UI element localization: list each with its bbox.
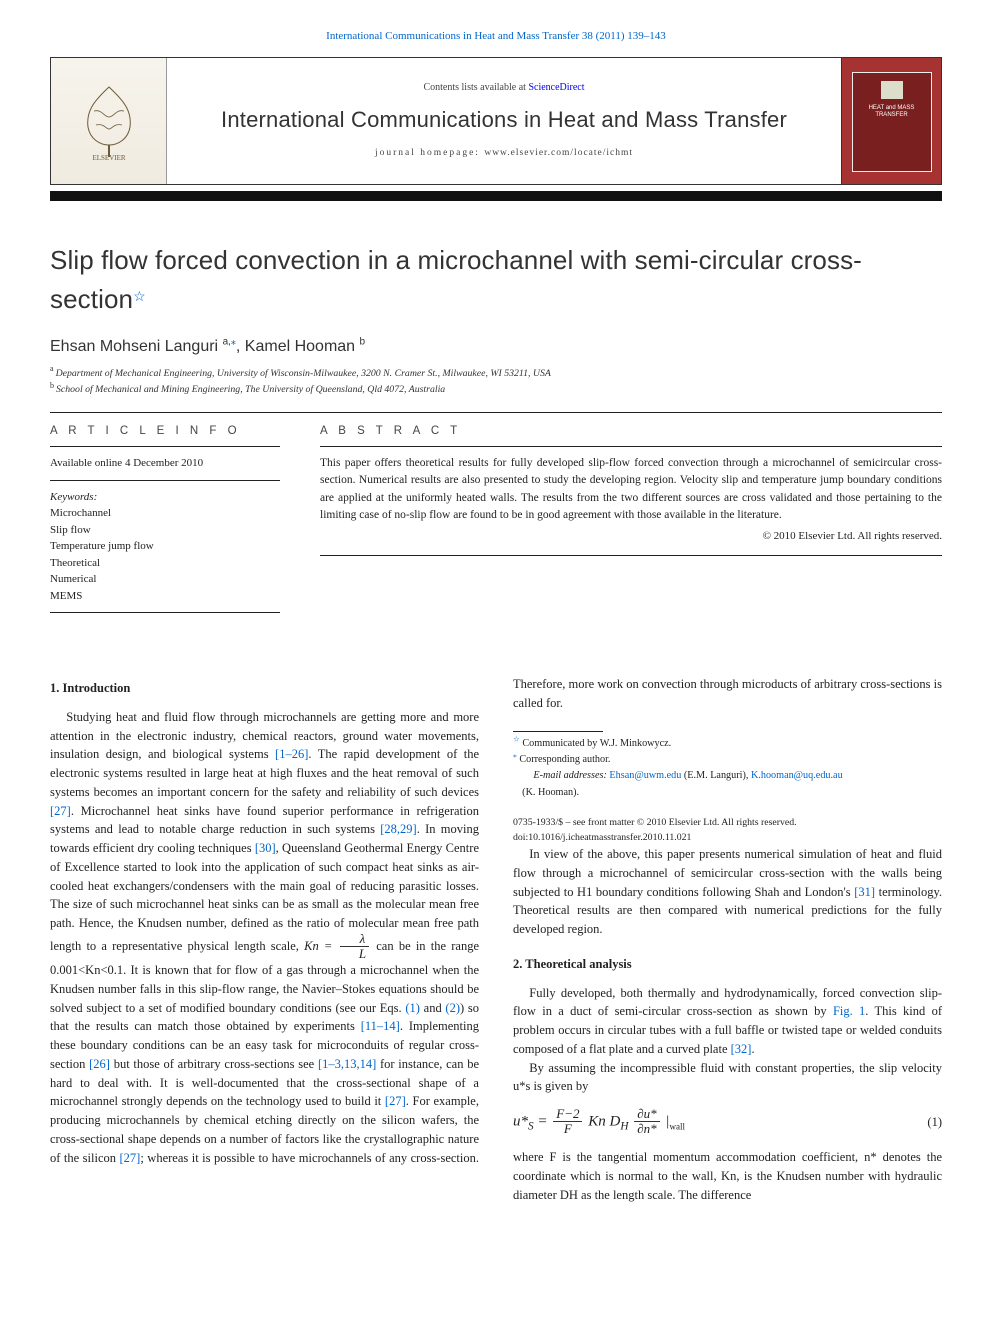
article-info-label: A R T I C L E I N F O xyxy=(50,423,280,440)
citation-link[interactable]: [30] xyxy=(255,841,276,855)
author-list: Ehsan Mohseni Languri a,⁎, Kamel Hooman … xyxy=(50,335,942,359)
author-2-aff-sup: b xyxy=(360,336,366,347)
affiliation-b: bSchool of Mechanical and Mining Enginee… xyxy=(50,383,942,398)
figure-ref-link[interactable]: Fig. 1 xyxy=(833,1004,865,1018)
cover-text: HEAT and MASS TRANSFER xyxy=(869,105,915,119)
homepage-url[interactable]: www.elsevier.com/locate/ichmt xyxy=(484,148,633,158)
abstract-label: A B S T R A C T xyxy=(320,423,942,440)
footnote-star-icon: ☆ xyxy=(513,734,520,743)
citation-link[interactable]: [32] xyxy=(731,1042,752,1056)
vol-pages: 38 (2011) 139–143 xyxy=(579,30,666,42)
elsevier-tree-icon: ELSEVIER xyxy=(74,81,144,161)
author-sep: , xyxy=(236,338,245,355)
keyword: Theoretical xyxy=(50,555,280,572)
footnote-communicated: ☆ Communicated by W.J. Minkowycz. xyxy=(513,736,942,751)
cover-thumb-icon xyxy=(881,81,903,99)
keywords-list: MicrochannelSlip flowTemperature jump fl… xyxy=(50,505,280,604)
body-paragraph: By assuming the incompressible fluid wit… xyxy=(513,1059,942,1097)
journal-name: International Communications in Heat and… xyxy=(221,103,787,136)
doi: doi:10.1016/j.icheatmasstransfer.2010.11… xyxy=(513,831,942,846)
rule xyxy=(50,412,942,413)
author-1-aff-sup: a, xyxy=(223,336,231,347)
citation-link[interactable]: [1–3,13,14] xyxy=(318,1057,376,1071)
publisher-logo-cell: ELSEVIER xyxy=(51,58,167,184)
body-paragraph: Fully developed, both thermally and hydr… xyxy=(513,984,942,1059)
section-head-theory: 2. Theoretical analysis xyxy=(513,955,942,974)
article-info: A R T I C L E I N F O Available online 4… xyxy=(50,423,280,621)
keyword: Numerical xyxy=(50,571,280,588)
banner-center: Contents lists available at ScienceDirec… xyxy=(167,58,841,184)
homepage-label: journal homepage: xyxy=(375,148,484,158)
citation-link[interactable]: [27] xyxy=(120,1151,141,1165)
article-body: 1. Introduction Studying heat and fluid … xyxy=(50,675,942,1205)
affiliation-a: aDepartment of Mechanical Engineering, U… xyxy=(50,367,942,382)
keyword: Slip flow xyxy=(50,522,280,539)
citation-link[interactable]: [28,29] xyxy=(380,822,416,836)
equation-body: u*S = F−2F Kn DH ∂u*∂n* |wall xyxy=(513,1108,685,1136)
abstract-copyright: © 2010 Elsevier Ltd. All rights reserved… xyxy=(320,528,942,545)
citation-link[interactable]: [27] xyxy=(385,1094,406,1108)
keyword: Temperature jump flow xyxy=(50,538,280,555)
journal-cover-icon: HEAT and MASS TRANSFER xyxy=(852,72,932,172)
page-footer: 0735-1933/$ – see front matter © 2010 El… xyxy=(513,816,942,845)
citation-link[interactable]: [31] xyxy=(854,885,875,899)
journal-homepage: journal homepage: www.elsevier.com/locat… xyxy=(375,146,633,160)
keyword: Microchannel xyxy=(50,505,280,522)
top-citation: International Communications in Heat and… xyxy=(50,28,942,45)
equation-1: u*S = F−2F Kn DH ∂u*∂n* |wall (1) xyxy=(513,1108,942,1136)
footnotes: ☆ Communicated by W.J. Minkowycz. ⁎ Corr… xyxy=(513,731,942,800)
body-paragraph: In view of the above, this paper present… xyxy=(513,845,942,939)
citation-link[interactable]: [11–14] xyxy=(361,1019,400,1033)
email-link[interactable]: K.hooman@uq.edu.au xyxy=(751,770,843,781)
journal-cover-cell: HEAT and MASS TRANSFER xyxy=(841,58,941,184)
journal-name-link: International Communications in Heat and… xyxy=(326,30,579,42)
journal-citation-link[interactable]: International Communications in Heat and… xyxy=(326,30,666,42)
footnote-rule xyxy=(513,731,603,732)
body-paragraph: where F is the tangential momentum accom… xyxy=(513,1148,942,1204)
author-1[interactable]: Ehsan Mohseni Languri xyxy=(50,338,218,355)
elsevier-word: ELSEVIER xyxy=(92,154,125,161)
email-link[interactable]: Ehsan@uwm.edu xyxy=(609,770,681,781)
citation-link[interactable]: [1–26] xyxy=(275,747,308,761)
title-footnote-star-icon[interactable]: ☆ xyxy=(133,288,146,304)
abstract-text: This paper offers theoretical results fo… xyxy=(320,455,942,524)
article-history: Available online 4 December 2010 xyxy=(50,455,280,472)
rule xyxy=(320,446,942,447)
equation-ref-link[interactable]: (1) xyxy=(405,1001,420,1015)
issn-copyright: 0735-1933/$ – see front matter © 2010 El… xyxy=(513,816,942,831)
keyword: MEMS xyxy=(50,588,280,605)
footnote-corresponding: ⁎ Corresponding author. xyxy=(513,752,942,767)
email-label: E-mail addresses: xyxy=(533,770,609,781)
citation-link[interactable]: [27] xyxy=(50,804,71,818)
rule xyxy=(320,555,942,556)
info-abstract-row: A R T I C L E I N F O Available online 4… xyxy=(50,423,942,621)
author-2[interactable]: Kamel Hooman xyxy=(245,338,360,355)
banner-underline xyxy=(50,191,942,201)
abstract: A B S T R A C T This paper offers theore… xyxy=(320,423,942,621)
journal-banner: ELSEVIER Contents lists available at Sci… xyxy=(50,57,942,185)
rule xyxy=(50,446,280,447)
keywords-head: Keywords: xyxy=(50,489,280,506)
section-head-intro: 1. Introduction xyxy=(50,679,479,698)
footnote-email-who: (K. Hooman). xyxy=(513,785,942,800)
rule xyxy=(50,480,280,481)
equation-ref-link[interactable]: (2) xyxy=(445,1001,460,1015)
equation-number: (1) xyxy=(927,1113,942,1132)
contents-available: Contents lists available at ScienceDirec… xyxy=(423,80,584,95)
citation-link[interactable]: [26] xyxy=(89,1057,110,1071)
sciencedirect-link[interactable]: ScienceDirect xyxy=(528,82,584,93)
contents-prefix: Contents lists available at xyxy=(423,82,528,93)
article-title: Slip flow forced convection in a microch… xyxy=(50,241,942,319)
footnote-email: E-mail addresses: Ehsan@uwm.edu (E.M. La… xyxy=(513,768,942,783)
rule xyxy=(50,612,280,613)
